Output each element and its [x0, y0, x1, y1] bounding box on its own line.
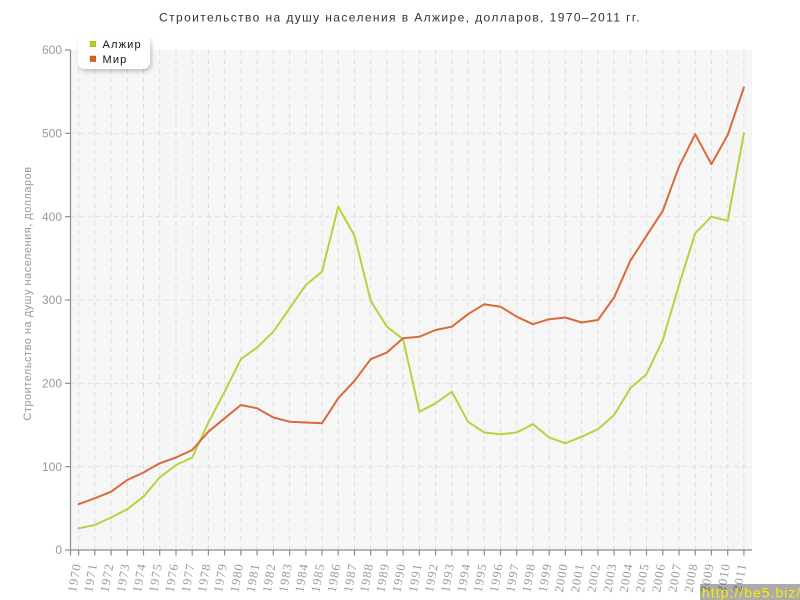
svg-text:http://be5.biz/: http://be5.biz/ [702, 585, 800, 600]
svg-text:2008: 2008 [682, 562, 701, 593]
svg-text:1988: 1988 [357, 562, 376, 593]
svg-text:1972: 1972 [98, 562, 117, 593]
svg-text:2004: 2004 [617, 562, 636, 593]
svg-text:2000: 2000 [552, 562, 571, 593]
svg-text:Строительство на душу населени: Строительство на душу населения, долларо… [22, 166, 34, 420]
svg-text:1984: 1984 [292, 562, 311, 593]
svg-text:1999: 1999 [536, 562, 555, 593]
svg-text:1987: 1987 [341, 562, 360, 593]
svg-text:1975: 1975 [146, 562, 165, 593]
svg-text:1997: 1997 [503, 562, 522, 593]
svg-text:1971: 1971 [81, 562, 100, 593]
svg-text:2001: 2001 [568, 562, 587, 593]
svg-text:1978: 1978 [195, 562, 214, 593]
svg-text:Строительство на душу населени: Строительство на душу населения в Алжире… [159, 11, 641, 25]
svg-text:1983: 1983 [276, 562, 295, 593]
svg-text:1989: 1989 [373, 562, 392, 593]
svg-text:2006: 2006 [649, 562, 668, 593]
svg-text:300: 300 [42, 293, 62, 307]
svg-text:1973: 1973 [114, 562, 133, 593]
svg-text:1996: 1996 [487, 562, 506, 593]
svg-text:1981: 1981 [244, 562, 263, 593]
svg-text:400: 400 [42, 210, 62, 224]
svg-text:1977: 1977 [179, 562, 198, 593]
svg-text:1979: 1979 [211, 562, 230, 593]
svg-text:1993: 1993 [438, 562, 457, 593]
svg-text:1970: 1970 [65, 562, 84, 593]
svg-text:1974: 1974 [130, 562, 149, 593]
svg-text:1995: 1995 [471, 562, 490, 593]
svg-text:500: 500 [42, 127, 62, 141]
svg-text:1980: 1980 [227, 562, 246, 593]
svg-text:1985: 1985 [308, 562, 327, 593]
svg-text:200: 200 [42, 377, 62, 391]
svg-text:Алжир: Алжир [103, 39, 142, 51]
svg-text:0: 0 [55, 543, 62, 557]
svg-text:1998: 1998 [519, 562, 538, 593]
svg-text:2005: 2005 [633, 562, 652, 593]
svg-text:1992: 1992 [422, 562, 441, 593]
svg-text:2007: 2007 [665, 562, 684, 593]
svg-text:1994: 1994 [454, 562, 473, 593]
svg-text:600: 600 [42, 43, 62, 57]
svg-text:1976: 1976 [162, 562, 181, 593]
svg-text:1986: 1986 [325, 562, 344, 593]
svg-text:Мир: Мир [103, 54, 128, 66]
svg-text:2002: 2002 [584, 562, 603, 593]
svg-text:1990: 1990 [390, 562, 409, 593]
svg-text:1991: 1991 [406, 562, 425, 593]
svg-text:2003: 2003 [601, 562, 620, 593]
svg-text:1982: 1982 [260, 562, 279, 593]
svg-text:100: 100 [42, 460, 62, 474]
